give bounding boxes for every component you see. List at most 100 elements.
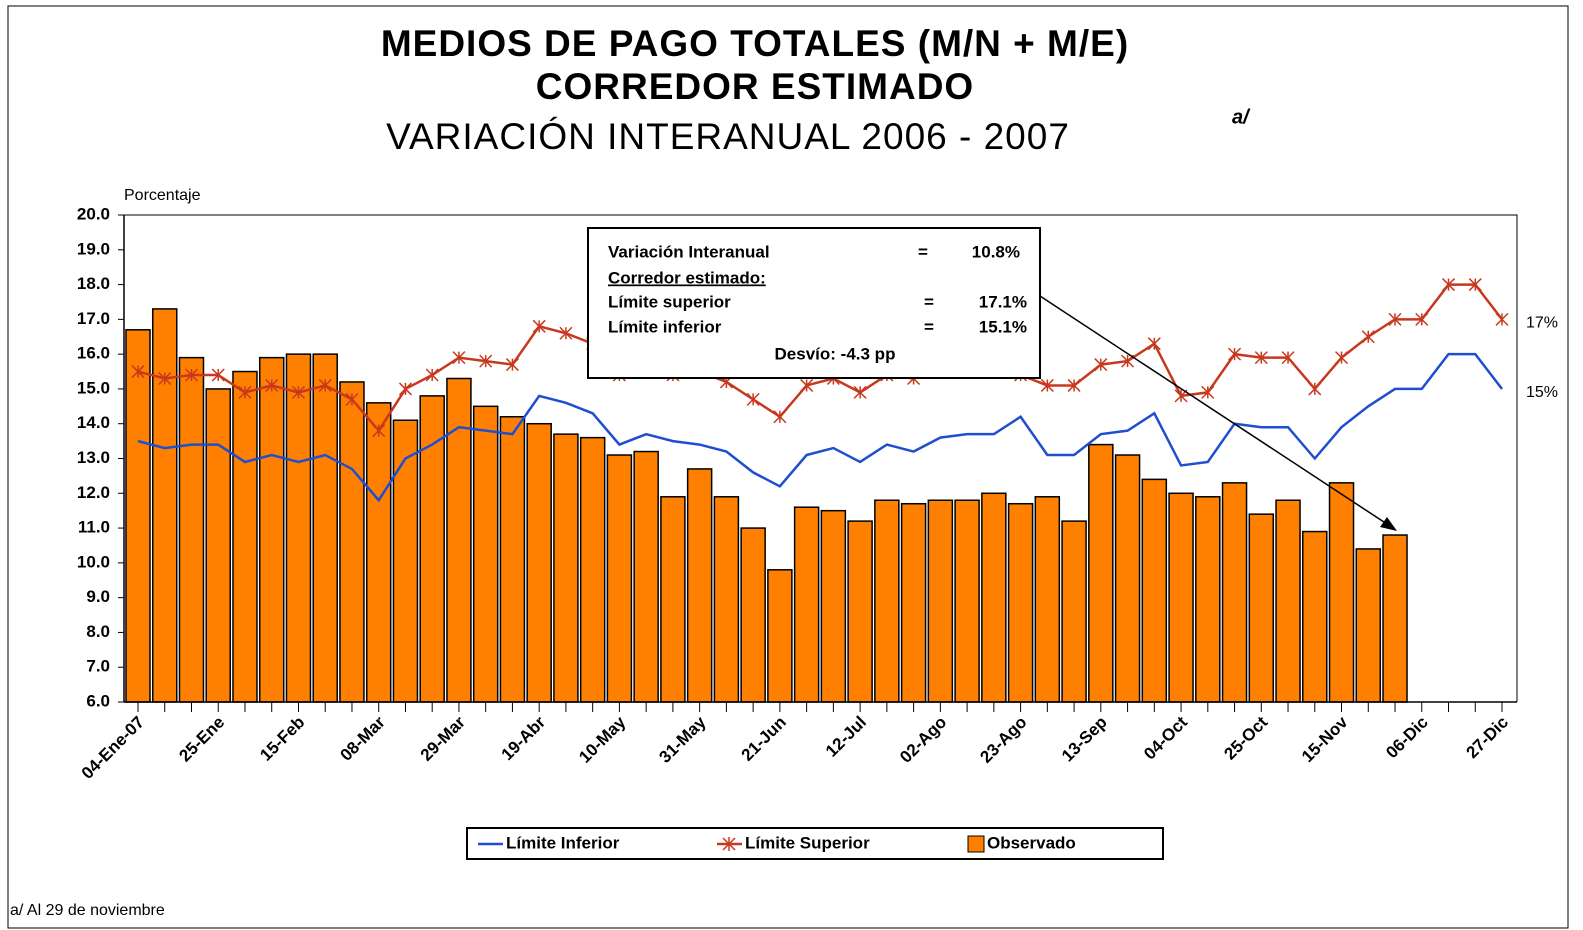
plot-frame: [124, 214, 1518, 702]
marker: [425, 368, 439, 382]
x-tick-label: 13-Sep: [1058, 713, 1111, 766]
arrow: [1039, 295, 1391, 527]
y-tick-label: 15.0: [77, 378, 110, 397]
bar: [1114, 454, 1141, 703]
y-tick-label: 9.0: [86, 587, 110, 606]
y-tick-label: 20.0: [77, 204, 110, 223]
bar: [874, 499, 900, 703]
title-note: a/: [1232, 106, 1251, 128]
x-tick-label: 23-Ago: [976, 713, 1030, 767]
chart-title: VARIACIÓN INTERANUAL 2006 - 2007: [386, 116, 1070, 157]
marker: [1121, 354, 1135, 368]
marker: [746, 392, 760, 406]
bar: [981, 492, 1007, 703]
marker: [1308, 382, 1322, 396]
annotation-text: 17.1%: [979, 292, 1027, 311]
marker: [398, 382, 412, 396]
bar: [526, 422, 552, 703]
marker: [291, 385, 306, 399]
bar: [499, 416, 526, 703]
x-tick-label: 19-Abr: [498, 712, 550, 764]
chart-title: MEDIOS DE PAGO TOTALES (M/N + M/E): [381, 23, 1129, 64]
marker: [1094, 358, 1108, 372]
marker: [800, 378, 814, 392]
annotation-text: Variación Interanual: [608, 242, 770, 261]
y-tick-label: 14.0: [77, 413, 110, 432]
marker: [1228, 347, 1242, 361]
bar: [1221, 482, 1248, 703]
bar: [339, 381, 365, 703]
x-tick-label: 27-Dic: [1462, 713, 1512, 763]
bar: [232, 370, 258, 703]
bar: [1034, 496, 1061, 703]
line: [137, 352, 1503, 503]
bar: [713, 496, 740, 703]
bar: [553, 433, 579, 703]
bar: [1007, 502, 1034, 703]
marker: [1334, 351, 1349, 365]
x-tick-label: 31-May: [655, 712, 710, 767]
marker: [1281, 351, 1295, 365]
annotation-text: Corredor estimado:: [608, 268, 766, 287]
y-tick-label: 13.0: [77, 448, 110, 467]
legend-swatch: [967, 835, 985, 853]
bar: [793, 506, 820, 703]
legend-label: Observado: [987, 833, 1076, 852]
bar: [606, 454, 633, 703]
chart-title: CORREDOR ESTIMADO: [536, 66, 974, 107]
y-tick-label: 19.0: [77, 239, 110, 258]
bar: [1382, 534, 1408, 703]
marker: [1147, 337, 1161, 351]
bar: [365, 402, 392, 703]
bar: [1061, 520, 1087, 703]
marker: [1254, 351, 1268, 365]
marker: [505, 358, 519, 372]
marker: [211, 368, 225, 382]
annotation-text: Desvío: -4.3 pp: [775, 344, 896, 363]
marker: [1495, 312, 1509, 326]
chart-border: [7, 5, 1569, 929]
y-tick-label: 10.0: [77, 552, 110, 571]
annotation-text: 15.1%: [979, 317, 1027, 336]
bar: [419, 395, 445, 703]
marker: [372, 424, 386, 438]
bar: [820, 509, 847, 703]
bar: [847, 520, 873, 703]
end-label: 17%: [1526, 315, 1558, 332]
annotation-text: Límite superior: [608, 292, 731, 311]
marker: [532, 319, 546, 333]
bar: [579, 436, 606, 703]
marker: [318, 378, 332, 392]
bar: [1355, 548, 1382, 703]
marker: [452, 351, 466, 365]
bar: [740, 527, 766, 703]
marker: [238, 385, 252, 399]
bar: [1302, 530, 1328, 703]
bar: [954, 499, 980, 703]
bar: [151, 308, 178, 703]
bar: [178, 356, 205, 703]
bar: [258, 356, 285, 703]
arrow-head: [1380, 517, 1397, 531]
x-tick-label: 04-Oct: [1140, 712, 1191, 763]
x-tick-label: 15-Feb: [256, 713, 308, 765]
marker: [773, 410, 787, 424]
marker: [1468, 278, 1482, 292]
marker: [1415, 312, 1429, 326]
bar: [1248, 513, 1275, 703]
bar: [900, 502, 927, 703]
marker: [265, 378, 279, 392]
bar: [1141, 478, 1168, 703]
marker: [559, 326, 573, 340]
bar: [285, 353, 312, 703]
x-tick-label: 02-Ago: [896, 713, 950, 767]
annotation-text: =: [924, 292, 934, 311]
x-tick-label: 08-Mar: [337, 712, 389, 764]
marker: [853, 385, 867, 399]
x-tick-label: 29-Mar: [417, 712, 469, 764]
marker: [131, 365, 145, 379]
annotation-text: =: [924, 317, 934, 336]
y-axis-label: Porcentaje: [124, 187, 201, 204]
x-tick-label: 21-Jun: [738, 713, 790, 765]
